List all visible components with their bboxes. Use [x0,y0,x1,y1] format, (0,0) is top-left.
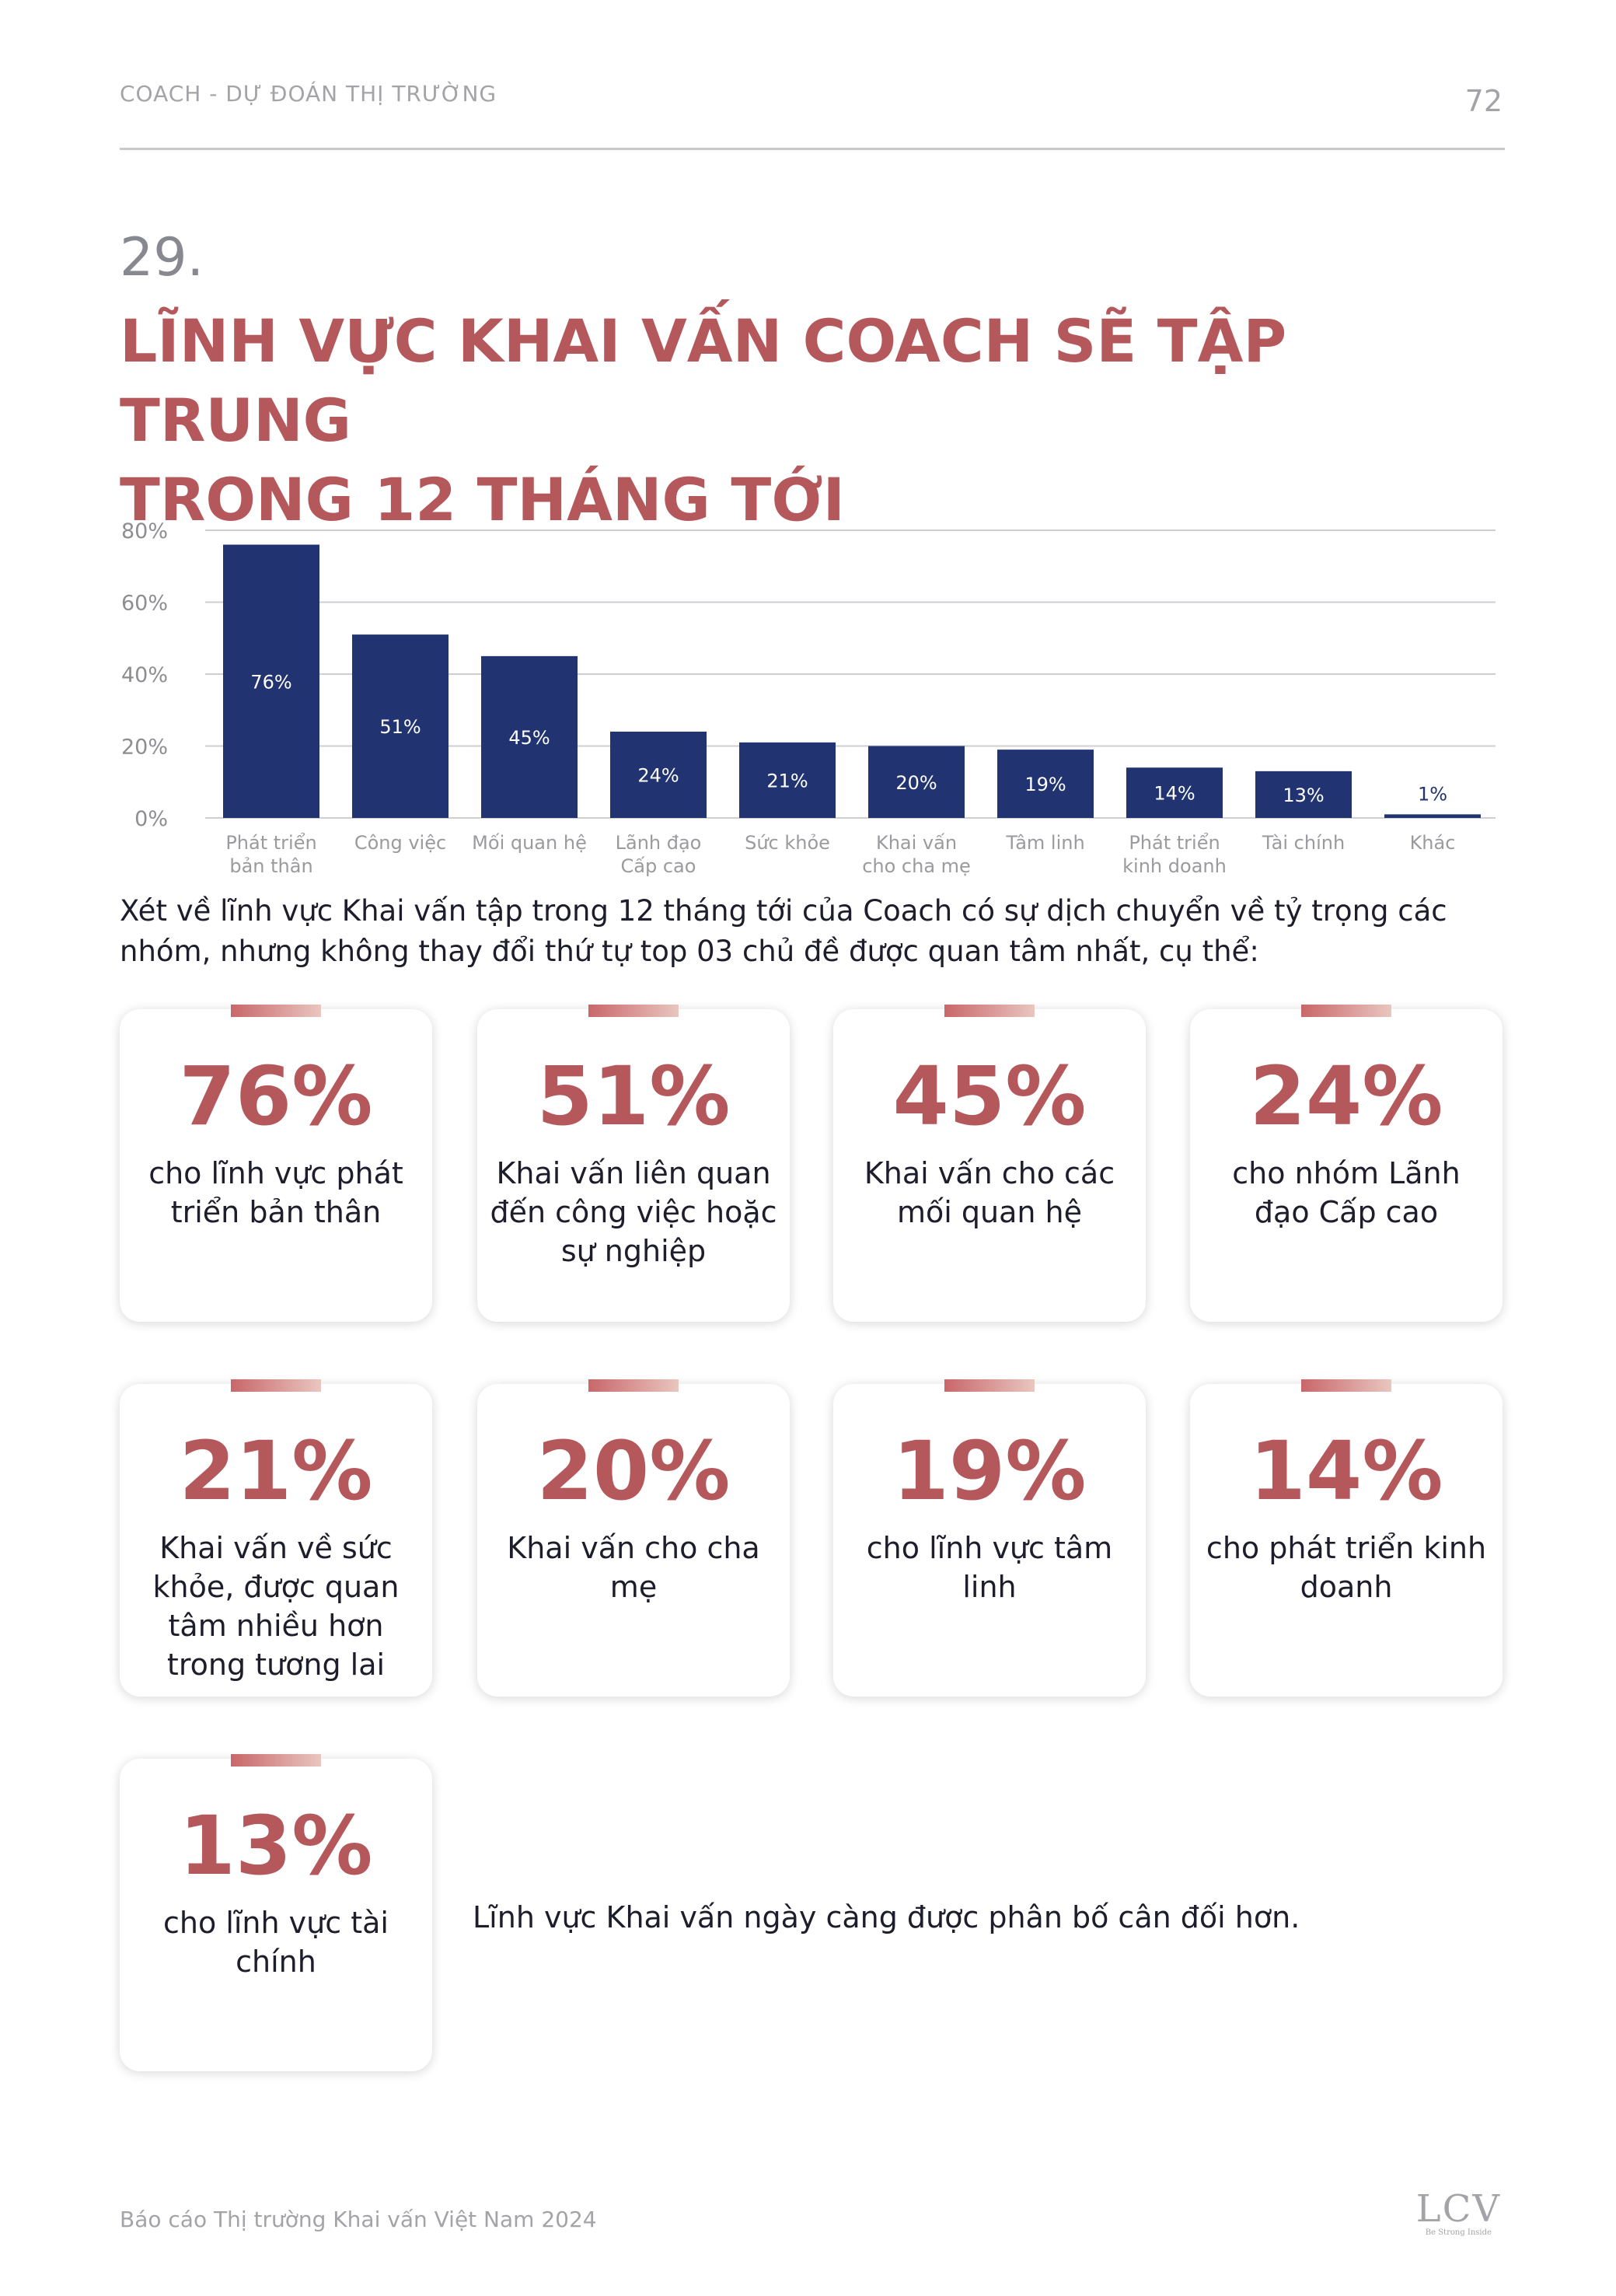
bar-value-label: 51% [379,716,421,738]
x-tick-label: Lãnh đạo [616,832,702,854]
stat-card: 13% cho lĩnh vực tài chính [120,1754,432,2071]
page-number: 72 [1464,84,1503,118]
x-tick-label: Sức khỏe [745,832,830,854]
card-percent: 76% [179,1049,373,1144]
card-percent: 19% [892,1424,1087,1518]
bar-value-label: 45% [508,727,550,749]
card-description: cho phát triển kinh doanh [1206,1531,1487,1604]
stat-card: 14% cho phát triển kinh doanh [1190,1379,1503,1697]
bar [997,750,1094,818]
bar [481,655,578,818]
x-tick-label: Công việc [354,832,446,854]
card-accent-bar [944,1005,1035,1017]
stat-card: 21% Khai vấn về sức khỏe, được quan tâm n… [120,1379,432,1697]
bar-value-label: 14% [1154,783,1195,805]
card-percent: 14% [1249,1424,1443,1518]
x-tick-label: Phát triển [225,832,316,854]
card-accent-bar [588,1005,679,1017]
stat-card: 20% Khai vấn cho cha mẹ [477,1379,790,1697]
logo-tagline: Be Strong Inside [1425,2228,1492,2237]
bar-value-label: 1% [1418,783,1447,805]
section-number: 29. [120,227,204,288]
y-tick-label: 0% [134,807,168,831]
bar-value-label: 76% [250,671,291,693]
x-tick-label: Khác [1410,832,1456,854]
bar [352,634,449,818]
x-tick-label: Tài chính [1262,832,1345,854]
bar [739,742,836,818]
bar-value-label: 19% [1024,774,1066,795]
page-title-line-1: LĨNH VỰC KHAI VẤN COACH SẼ TẬP TRUNG [120,306,1287,455]
intro-paragraph: Xét về lĩnh vực Khai vấn tập trong 12 th… [120,894,1447,968]
y-tick-label: 40% [121,663,168,687]
bar [1384,814,1481,818]
x-tick-label: cho cha mẹ [862,855,971,877]
card-description: Khai vấn cho các mối quan hệ [864,1156,1115,1229]
stat-card: 45% Khai vấn cho các mối quan hệ [833,1005,1146,1322]
x-tick-label: Cấp cao [621,855,696,877]
y-tick-label: 20% [121,736,168,760]
y-tick-label: 60% [121,592,168,616]
x-tick-label: Mối quan hệ [472,832,587,854]
footer-report-name: Báo cáo Thị trường Khai vấn Việt Nam 202… [120,2207,597,2232]
bar-value-label: 13% [1283,785,1324,806]
x-tick-label: Phát triển [1129,832,1220,854]
card-accent-bar [944,1379,1035,1392]
page-title: LĨNH VỰC KHAI VẤN COACH SẼ TẬP TRUNG TRO… [120,302,1519,540]
card-description: cho lĩnh vực tâm linh [866,1531,1113,1604]
card-description: Khai vấn về sức khỏe, được quan tâm nhiề… [152,1531,400,1682]
card-accent-bar [1301,1005,1391,1017]
card-accent-bar [231,1754,321,1767]
logo-mark: LCV [1415,2187,1501,2231]
bar [1126,767,1223,818]
lcv-logo: LCV Be Strong Inside [1416,2189,1501,2238]
card-percent: 51% [536,1049,731,1144]
card-description: Khai vấn cho cha mẹ [507,1531,760,1604]
card-description: cho nhóm Lãnh đạo Cấp cao [1232,1156,1461,1229]
x-tick-label: Khai vấn [876,832,957,854]
stat-card: 76% cho lĩnh vực phát triển bản thân [120,1005,432,1322]
card-percent: 20% [536,1424,731,1518]
card-percent: 13% [179,1798,373,1893]
x-tick-label: Tâm linh [1005,832,1084,854]
card-description: Khai vấn liên quan đến công việc hoặc sự… [490,1156,777,1268]
card-percent: 45% [892,1049,1087,1144]
card-accent-bar [1301,1379,1391,1392]
closing-note: Lĩnh vực Khai vấn ngày càng được phân bố… [473,1900,1300,1934]
card-percent: 24% [1249,1049,1443,1144]
card-description: cho lĩnh vực phát triển bản thân [148,1156,403,1229]
bar-value-label: 24% [637,765,679,787]
header-divider [120,148,1505,150]
bar [1255,771,1352,818]
stat-card: 19% cho lĩnh vực tâm linh [833,1379,1146,1697]
bar [223,544,319,818]
bar-value-label: 21% [766,770,808,792]
card-accent-bar [588,1379,679,1392]
card-description: cho lĩnh vực tài chính [163,1906,389,1979]
stat-card: 24% cho nhóm Lãnh đạo Cấp cao [1190,1005,1503,1322]
y-tick-label: 80% [121,519,168,543]
bar [610,732,707,818]
bar [868,746,965,818]
x-tick-label: bản thân [229,855,312,877]
running-header: COACH - DỰ ĐOÁN THỊ TRƯỜNG [120,81,497,107]
stat-card: 51% Khai vấn liên quan đến công việc hoặc… [477,1005,790,1322]
card-accent-bar [231,1005,321,1017]
x-tick-label: kinh doanh [1122,855,1227,877]
card-accent-bar [231,1379,321,1392]
page-title-line-2: TRONG 12 THÁNG TỚI [120,465,845,534]
bar-value-label: 20% [895,772,937,794]
card-percent: 21% [179,1424,373,1518]
